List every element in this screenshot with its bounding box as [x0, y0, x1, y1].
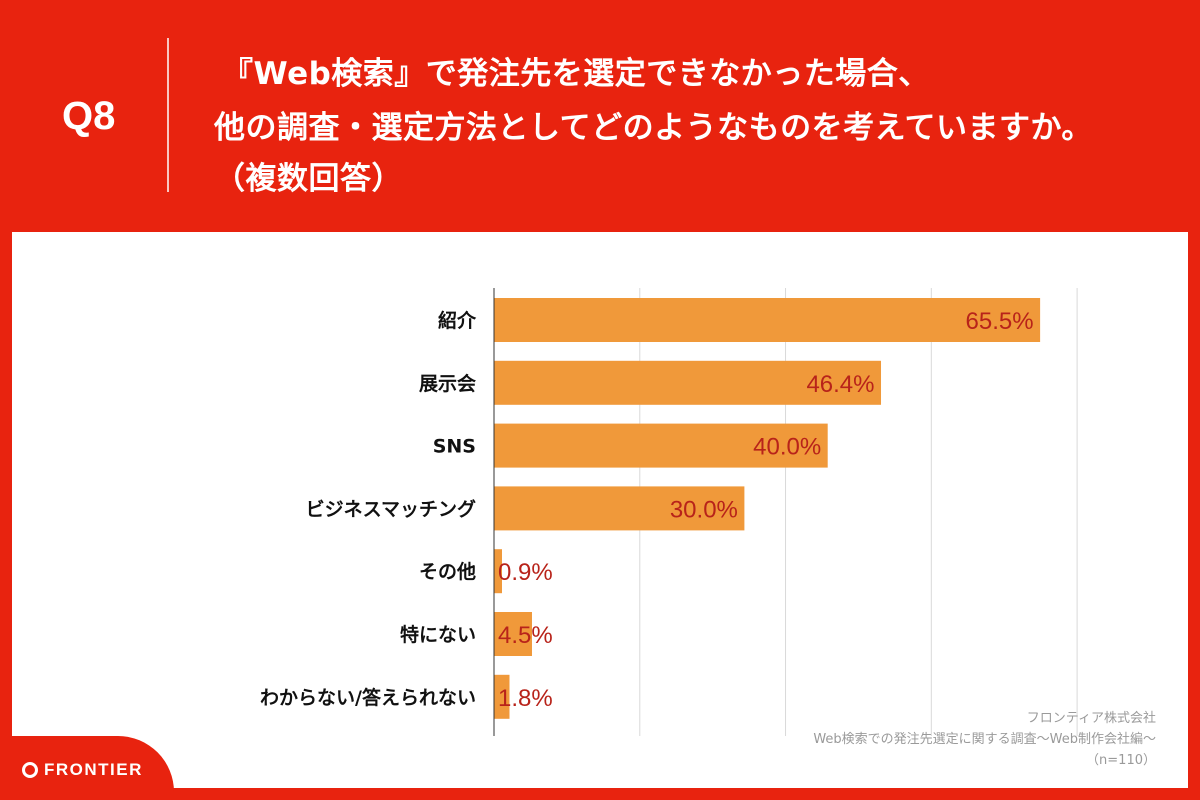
category-label: 特にない	[400, 624, 476, 646]
value-label: 40.0%	[753, 434, 821, 461]
category-label: ビジネスマッチング	[306, 497, 476, 520]
bar-chart: 紹介 65.5% 展示会 46.4% SNS 40.0% ビジネスマッチング 30.0% その他…	[260, 288, 1078, 736]
value-label: 4.5%	[498, 622, 553, 649]
chart-panel: 紹介 65.5% 展示会 46.4% SNS 40.0% ビジネスマッチング 30.0% その他…	[12, 232, 1188, 788]
source-survey: Web検索での発注先選定に関する調査〜Web制作会社編〜	[813, 732, 1156, 747]
frontier-logo: FRONTIER	[0, 736, 174, 800]
bars	[494, 298, 1041, 719]
category-label: わからない/答えられない	[260, 686, 476, 709]
source-company: フロンティア株式会社	[1026, 711, 1156, 726]
logo-ring-icon	[22, 762, 38, 778]
question-number: Q8	[62, 94, 116, 138]
bar	[494, 423, 828, 468]
bar	[494, 486, 745, 531]
question-title-line-1: 『Web検索』で発注先を選定できなかった場合、	[222, 56, 930, 92]
header: Q8 『Web検索』で発注先を選定できなかった場合、 他の調査・選定方法としてど…	[0, 0, 1200, 232]
header-divider	[167, 38, 169, 192]
question-title-line-3: （複数回答）	[214, 161, 403, 197]
question-title-line-2: 他の調査・選定方法としてどのようなものを考えていますか。	[214, 110, 1093, 146]
value-label: 65.5%	[966, 308, 1034, 335]
bar	[494, 612, 532, 656]
bar	[494, 360, 882, 405]
category-label: SNS	[433, 436, 476, 458]
bar	[494, 549, 502, 594]
category-label: 紹介	[438, 309, 477, 332]
source-note: フロンティア株式会社 Web検索での発注先選定に関する調査〜Web制作会社編〜 …	[813, 708, 1156, 771]
value-label: 1.8%	[498, 685, 553, 712]
value-label: 30.0%	[670, 496, 738, 523]
logo-text: FRONTIER	[44, 760, 143, 779]
bar	[494, 674, 510, 719]
labels: 紹介 65.5% 展示会 46.4% SNS 40.0% ビジネスマッチング 30.0% その他…	[260, 308, 1034, 712]
category-label: その他	[419, 560, 476, 583]
source-sample: （n=110）	[1086, 753, 1156, 768]
category-label: 展示会	[419, 372, 476, 395]
value-label: 0.9%	[498, 559, 553, 586]
value-label: 46.4%	[806, 371, 874, 398]
bar	[494, 298, 1041, 342]
